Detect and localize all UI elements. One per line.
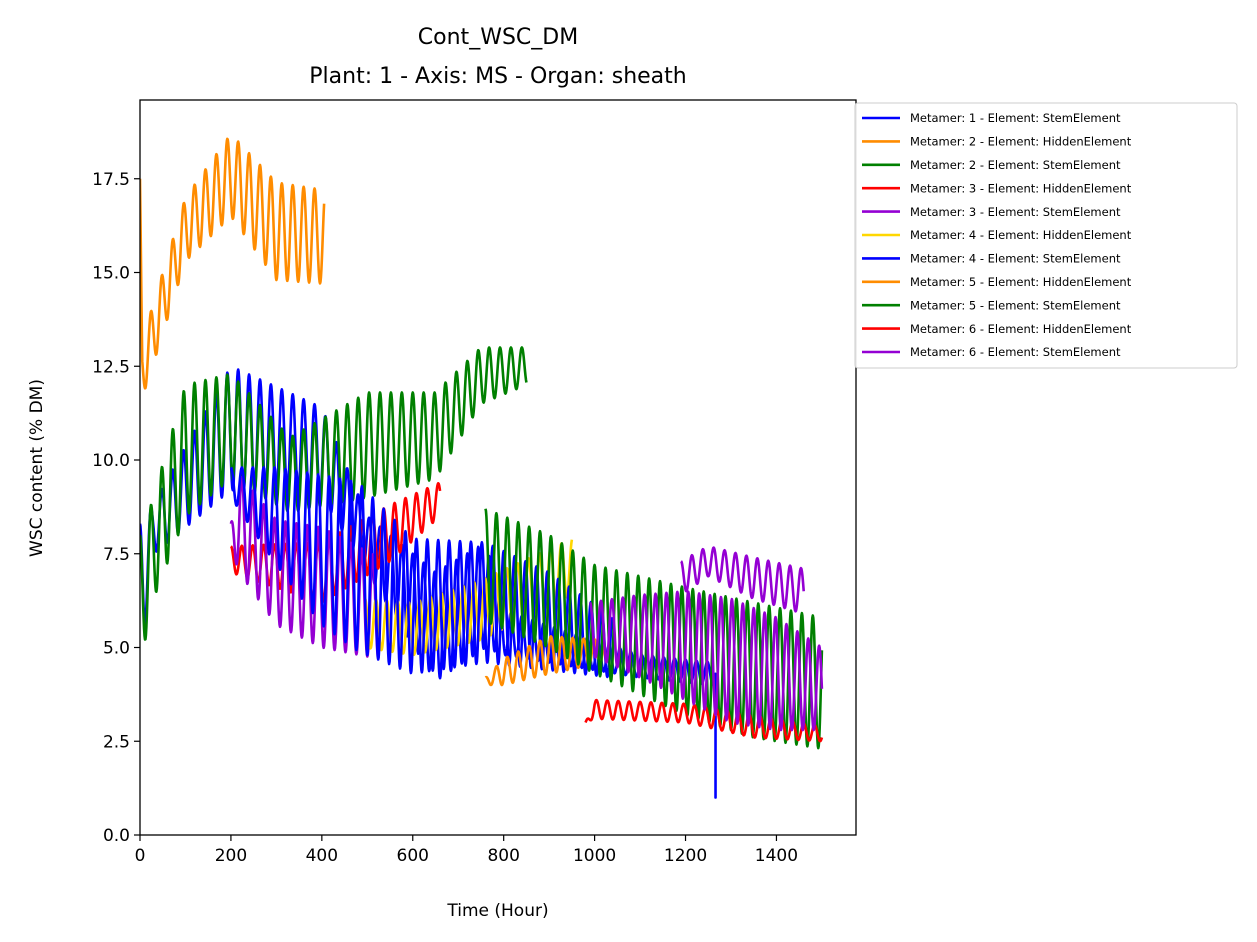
x-tick-label: 0 <box>135 846 146 866</box>
series-line-8 <box>484 508 824 750</box>
legend-entry: Metamer: 6 - Element: HiddenElement <box>910 322 1132 336</box>
y-axis: 0.0 2.5 5.0 7.5 10.0 12.5 15.0 17.5 <box>92 170 140 846</box>
legend-entry: Metamer: 5 - Element: HiddenElement <box>910 275 1132 289</box>
legend-entry: Metamer: 4 - Element: HiddenElement <box>910 228 1132 242</box>
legend-entry: Metamer: 2 - Element: StemElement <box>910 158 1121 172</box>
x-tick-label: 400 <box>306 846 338 866</box>
x-axis-label: Time (Hour) <box>446 901 548 921</box>
series-line-10 <box>588 590 824 732</box>
legend-entry: Metamer: 2 - Element: HiddenElement <box>910 135 1132 149</box>
y-tick-label: 17.5 <box>92 170 130 190</box>
y-tick-label: 12.5 <box>92 357 130 377</box>
series-line-11 <box>680 546 806 613</box>
chart-subtitle: Plant: 1 - Axis: MS - Organ: sheath <box>309 64 686 89</box>
y-tick-label: 15.0 <box>92 264 130 284</box>
series-line-1 <box>140 137 326 390</box>
legend: Metamer: 1 - Element: StemElement Metamer… <box>854 102 1238 369</box>
y-tick-label: 10.0 <box>92 451 130 471</box>
legend-box <box>854 102 1238 369</box>
x-tick-label: 1000 <box>573 846 616 866</box>
x-tick-label: 1200 <box>664 846 707 866</box>
legend-entry: Metamer: 4 - Element: StemElement <box>910 252 1121 266</box>
x-tick-label: 200 <box>215 846 247 866</box>
legend-entry: Metamer: 5 - Element: StemElement <box>910 298 1121 312</box>
y-tick-label: 0.0 <box>103 826 130 846</box>
legend-entry: Metamer: 3 - Element: HiddenElement <box>910 181 1132 195</box>
x-axis: 0 200 400 600 800 1000 1200 1400 <box>135 835 798 866</box>
y-tick-label: 2.5 <box>103 732 130 752</box>
chart-title: Cont_WSC_DM <box>418 25 578 50</box>
y-tick-label: 7.5 <box>103 545 130 565</box>
x-tick-label: 600 <box>397 846 429 866</box>
legend-entry: Metamer: 1 - Element: StemElement <box>910 111 1121 125</box>
plot-area <box>140 137 824 799</box>
y-axis-label: WSC content (% DM) <box>27 379 47 557</box>
x-tick-label: 800 <box>487 846 519 866</box>
series-line-7 <box>484 635 605 687</box>
legend-entry: Metamer: 3 - Element: StemElement <box>910 205 1121 219</box>
plot-frame <box>139 99 857 836</box>
legend-entry: Metamer: 6 - Element: StemElement <box>910 345 1121 359</box>
series-line-2 <box>140 346 528 641</box>
y-tick-label: 5.0 <box>103 639 130 659</box>
x-tick-label: 1400 <box>755 846 798 866</box>
